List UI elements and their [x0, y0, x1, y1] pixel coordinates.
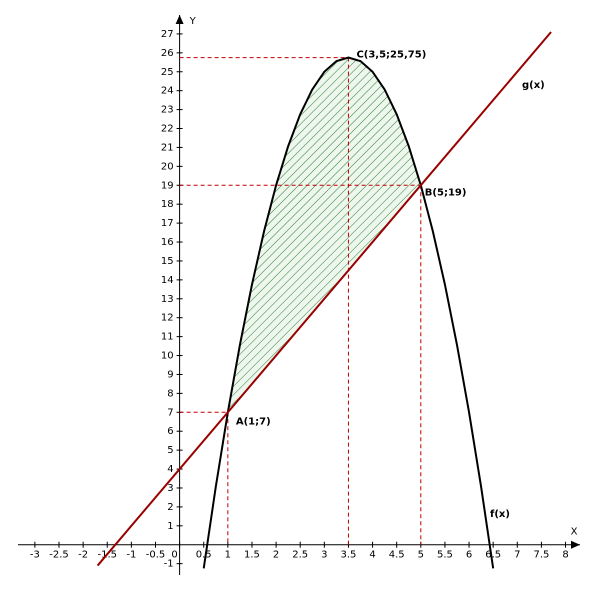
y-arrow — [175, 15, 184, 24]
y-tick-label: 8 — [167, 388, 173, 399]
shaded-area — [227, 57, 421, 413]
series-label: f(x) — [490, 509, 510, 520]
x-tick-label: 1.5 — [244, 550, 260, 561]
y-tick-label: 12 — [161, 313, 174, 324]
x-tick-label: 0.5 — [196, 550, 212, 561]
y-tick-label: 3 — [167, 483, 173, 494]
series-line — [202, 56, 495, 569]
y-tick-label: 23 — [161, 105, 174, 116]
y-tick-label: 14 — [161, 275, 174, 286]
x-tick-label: 5.5 — [437, 550, 453, 561]
y-tick-label: 27 — [161, 29, 174, 40]
y-tick-label: 7 — [167, 407, 173, 418]
x-tick-label: 3.5 — [340, 550, 356, 561]
x-tick-label: 4 — [369, 550, 375, 561]
y-tick-label: 2 — [167, 502, 173, 513]
x-axis-label: X — [571, 527, 578, 538]
x-tick-label: 8 — [562, 550, 568, 561]
x-tick-label: -2.5 — [49, 550, 69, 561]
x-tick-label: 4.5 — [389, 550, 405, 561]
y-tick-label: 4 — [167, 464, 173, 475]
point-label: A(1;7) — [236, 416, 271, 427]
x-tick-label: 7.5 — [533, 550, 549, 561]
y-tick-label: 6 — [167, 426, 173, 437]
point-label: B(5;19) — [425, 187, 467, 198]
y-tick-label: 16 — [161, 237, 174, 248]
y-tick-label: -1 — [164, 559, 174, 570]
y-tick-label: 10 — [161, 351, 174, 362]
y-tick-label: 18 — [161, 199, 174, 210]
x-tick-label: 6.5 — [485, 550, 501, 561]
y-tick-label: 26 — [161, 48, 174, 59]
y-tick-label: 11 — [161, 332, 174, 343]
y-tick-label: 13 — [161, 294, 174, 305]
y-tick-label: 24 — [161, 86, 174, 97]
x-tick-label: 0 — [171, 550, 177, 561]
series-label: g(x) — [522, 80, 545, 91]
y-tick-label: 9 — [167, 369, 173, 380]
series-line — [96, 31, 552, 567]
y-tick-label: 5 — [167, 445, 173, 456]
x-tick-label: 7 — [514, 550, 520, 561]
y-tick-label: 25 — [161, 67, 174, 78]
y-tick-label: 15 — [161, 256, 174, 267]
y-tick-label: 21 — [161, 142, 174, 153]
y-tick-label: 22 — [161, 124, 174, 135]
x-tick-label: 5 — [418, 550, 424, 561]
y-axis-label: Y — [189, 16, 197, 27]
x-tick-label: -0.5 — [146, 550, 166, 561]
x-tick-label: -2 — [78, 550, 88, 561]
y-tick-label: 1 — [167, 521, 173, 532]
x-tick-label: -3 — [30, 550, 40, 561]
x-tick-label: 2.5 — [292, 550, 308, 561]
y-tick-label: 20 — [161, 161, 174, 172]
x-tick-label: 6 — [466, 550, 472, 561]
point-label: C(3,5;25,75) — [356, 50, 426, 61]
x-arrow — [571, 540, 580, 549]
x-tick-label: 3 — [321, 550, 327, 561]
x-tick-label: 1 — [225, 550, 231, 561]
x-tick-label: 2 — [273, 550, 279, 561]
y-tick-label: 19 — [161, 180, 174, 191]
x-tick-label: -1 — [126, 550, 136, 561]
y-tick-label: 17 — [161, 218, 174, 229]
